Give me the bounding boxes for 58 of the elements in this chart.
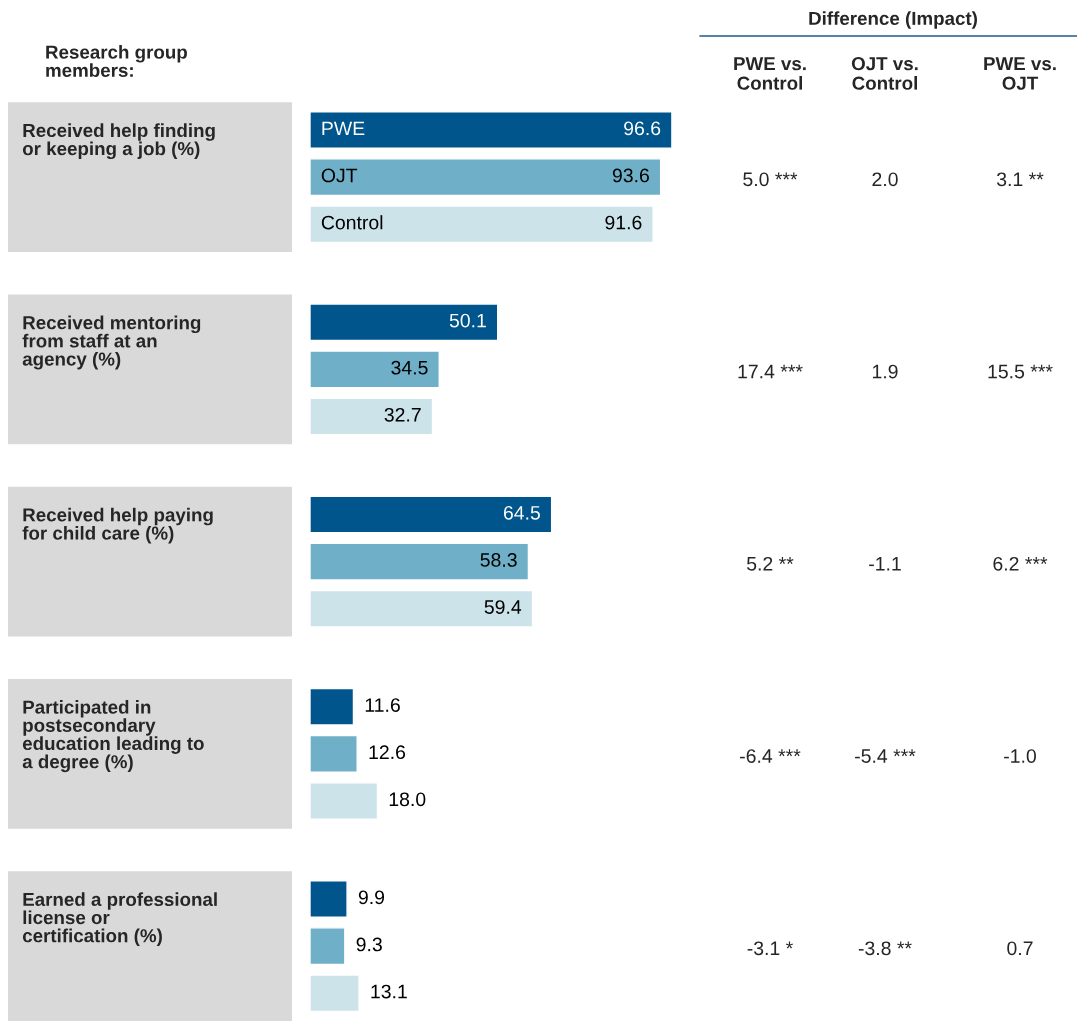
series-label: PWE <box>322 121 365 136</box>
data-label: 34.5 <box>391 360 428 375</box>
text: -3.8 ** <box>858 941 912 956</box>
data-label: 93.6 <box>612 168 649 183</box>
bar <box>310 974 360 1013</box>
text: Difference (Impact) <box>809 11 977 29</box>
text: 5.2 ** <box>746 556 794 571</box>
data-label: 32.7 <box>384 407 421 422</box>
text: OJT vs. Control <box>851 57 918 90</box>
text: 15.5 *** <box>988 364 1053 379</box>
data-label: 11.6 <box>365 698 400 712</box>
text: 2.0 <box>872 172 898 187</box>
bar <box>310 350 440 389</box>
bar <box>310 158 662 197</box>
text: -1.0 <box>1004 749 1036 763</box>
text: 3.1 ** <box>996 172 1044 187</box>
data-label: 91.6 <box>605 215 642 230</box>
bar <box>310 205 654 244</box>
y-tick-label: Participated in postsecondary education leading to a degree (%) <box>22 700 204 773</box>
y-tick-label: Received help paying for child care (%) <box>22 507 213 544</box>
bar <box>310 542 530 581</box>
text: Research group members: <box>46 45 187 78</box>
bar <box>310 734 358 773</box>
data-label: 9.3 <box>356 937 382 952</box>
bar <box>310 589 534 628</box>
data-label: 18.0 <box>389 792 426 807</box>
data-label: 64.5 <box>503 505 540 520</box>
y-tick-label: Received help finding or keeping a job (%) <box>22 123 215 160</box>
series-label: OJT <box>321 168 358 183</box>
data-label: 96.6 <box>624 121 661 136</box>
text: 1.9 <box>872 364 898 379</box>
y-tick-label: Earned a professional license or certification (%) <box>22 892 217 947</box>
bar <box>310 303 499 342</box>
data-label: 12.6 <box>369 745 406 760</box>
bar <box>310 880 348 918</box>
text: -5.4 *** <box>855 749 916 763</box>
text: 0.7 <box>1007 941 1033 956</box>
text: -1.1 <box>869 557 901 571</box>
data-label: 58.3 <box>480 553 517 567</box>
bar <box>310 495 553 534</box>
text: PWE vs. OJT <box>984 57 1056 90</box>
bar <box>310 687 355 726</box>
bar <box>310 111 673 149</box>
bar <box>310 397 434 436</box>
data-label: 50.1 <box>449 313 486 328</box>
data-label: 59.4 <box>484 600 522 614</box>
bar <box>310 927 346 966</box>
text: -6.4 *** <box>740 749 801 763</box>
text: 5.0 *** <box>743 172 798 187</box>
text: PWE vs. Control <box>734 57 806 90</box>
bar <box>310 781 379 820</box>
y-tick-label: Received mentoring from staff at an agency (%) <box>22 315 201 370</box>
text: 6.2 *** <box>993 556 1048 571</box>
text: 17.4 *** <box>738 364 803 379</box>
series-label: Control <box>321 215 383 230</box>
data-label: 9.9 <box>358 890 385 905</box>
text: -3.1 * <box>747 941 793 956</box>
data-label: 13.1 <box>371 984 407 999</box>
